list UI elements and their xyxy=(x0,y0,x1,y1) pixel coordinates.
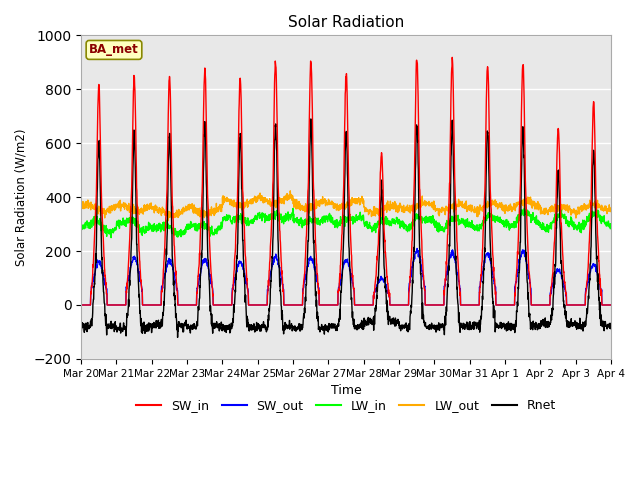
LW_in xyxy=(607,221,615,227)
Line: SW_in: SW_in xyxy=(81,58,611,305)
LW_in xyxy=(362,221,369,227)
SW_out xyxy=(500,302,508,308)
SW_in xyxy=(575,302,583,308)
X-axis label: Time: Time xyxy=(331,384,362,397)
Line: LW_in: LW_in xyxy=(81,208,611,238)
LW_in xyxy=(225,214,233,220)
LW_out xyxy=(607,207,615,213)
Legend: SW_in, SW_out, LW_in, LW_out, Rnet: SW_in, SW_out, LW_in, LW_out, Rnet xyxy=(131,395,561,418)
SW_in xyxy=(77,302,85,308)
SW_out xyxy=(413,246,421,252)
Line: Rnet: Rnet xyxy=(81,119,611,337)
Rnet xyxy=(373,284,381,290)
LW_in xyxy=(373,223,381,228)
Y-axis label: Solar Radiation (W/m2): Solar Radiation (W/m2) xyxy=(15,128,28,266)
SW_out xyxy=(77,302,85,308)
LW_in xyxy=(108,235,115,240)
SW_in xyxy=(607,302,615,308)
LW_out xyxy=(575,209,583,215)
SW_in xyxy=(372,261,380,266)
SW_in xyxy=(361,302,369,308)
SW_in xyxy=(449,55,456,60)
LW_in xyxy=(500,224,508,230)
SW_in xyxy=(500,302,508,308)
Rnet xyxy=(362,319,369,324)
SW_in xyxy=(561,280,568,286)
SW_out xyxy=(372,282,380,288)
LW_out xyxy=(561,205,568,211)
LW_in xyxy=(77,228,85,233)
SW_out xyxy=(361,302,369,308)
SW_out xyxy=(225,302,233,308)
Rnet xyxy=(607,322,615,327)
LW_out xyxy=(225,196,233,202)
SW_out xyxy=(575,302,583,308)
Line: SW_out: SW_out xyxy=(81,249,611,305)
Rnet xyxy=(575,325,583,331)
LW_in xyxy=(561,211,568,217)
LW_out xyxy=(373,210,381,216)
Rnet xyxy=(500,324,508,329)
LW_out xyxy=(362,208,369,214)
LW_out xyxy=(287,188,294,194)
Rnet xyxy=(174,335,182,340)
LW_out xyxy=(500,205,508,211)
LW_in xyxy=(575,227,583,232)
SW_in xyxy=(225,302,233,308)
LW_in xyxy=(289,205,297,211)
LW_out xyxy=(77,202,85,207)
SW_out xyxy=(607,302,615,308)
LW_out xyxy=(164,218,172,224)
Rnet xyxy=(77,320,85,326)
SW_out xyxy=(561,283,568,289)
Rnet xyxy=(561,302,568,308)
Rnet xyxy=(225,326,233,332)
Title: Solar Radiation: Solar Radiation xyxy=(288,15,404,30)
Line: LW_out: LW_out xyxy=(81,191,611,221)
Rnet xyxy=(307,116,315,122)
Text: BA_met: BA_met xyxy=(89,43,139,57)
